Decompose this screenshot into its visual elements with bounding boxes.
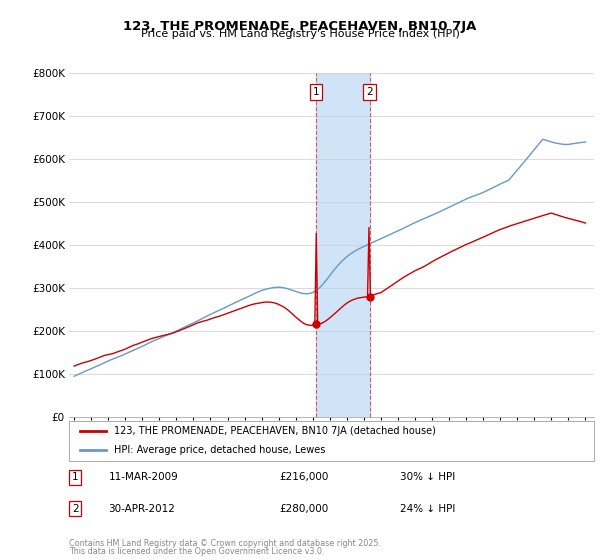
Text: 123, THE PROMENADE, PEACEHAVEN, BN10 7JA (detached house): 123, THE PROMENADE, PEACEHAVEN, BN10 7JA… — [113, 427, 436, 436]
Text: Price paid vs. HM Land Registry's House Price Index (HPI): Price paid vs. HM Land Registry's House … — [140, 29, 460, 39]
Text: 2: 2 — [366, 87, 373, 97]
Bar — [316, 73, 370, 417]
Text: 1: 1 — [313, 87, 319, 97]
Text: 1: 1 — [72, 472, 79, 482]
FancyBboxPatch shape — [69, 421, 594, 461]
Text: 11-MAR-2009: 11-MAR-2009 — [109, 472, 178, 482]
Text: 30-APR-2012: 30-APR-2012 — [109, 503, 175, 514]
Text: 24% ↓ HPI: 24% ↓ HPI — [400, 503, 455, 514]
Text: 30% ↓ HPI: 30% ↓ HPI — [400, 472, 455, 482]
Text: 123, THE PROMENADE, PEACEHAVEN, BN10 7JA: 123, THE PROMENADE, PEACEHAVEN, BN10 7JA — [124, 20, 476, 32]
Text: 2: 2 — [72, 503, 79, 514]
Text: £280,000: £280,000 — [279, 503, 328, 514]
Text: Contains HM Land Registry data © Crown copyright and database right 2025.: Contains HM Land Registry data © Crown c… — [69, 539, 381, 548]
Text: HPI: Average price, detached house, Lewes: HPI: Average price, detached house, Lewe… — [113, 445, 325, 455]
Text: This data is licensed under the Open Government Licence v3.0.: This data is licensed under the Open Gov… — [69, 547, 325, 556]
Text: £216,000: £216,000 — [279, 472, 328, 482]
